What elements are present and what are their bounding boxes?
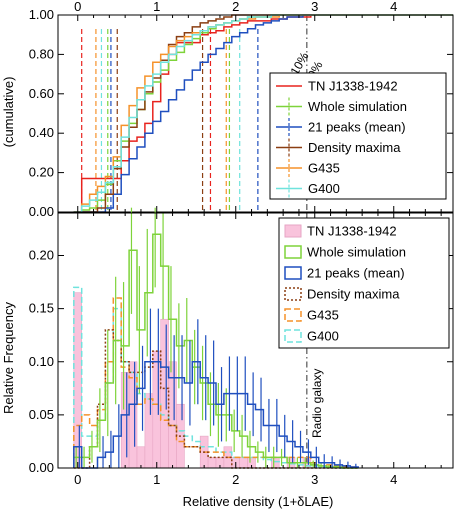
legend-swatch bbox=[284, 224, 302, 238]
legend-swatch bbox=[284, 287, 302, 301]
legend-entry-label: Density maxima bbox=[307, 287, 400, 302]
tn-bar bbox=[239, 457, 248, 469]
x-tick-label-bottom: 2 bbox=[232, 472, 239, 487]
frequency-xlabel: Relative density (1+δLAE) bbox=[183, 494, 334, 509]
legend-swatch bbox=[284, 245, 302, 259]
legend-box bbox=[278, 217, 450, 349]
x-tick-label-top: 3 bbox=[311, 0, 318, 14]
frequency-legend: TN J1338-1942 Whole simulation 21 peaks (m… bbox=[278, 217, 450, 349]
y-tick-label: 0.60 bbox=[29, 86, 54, 101]
legend-swatch bbox=[284, 329, 302, 343]
legend-entry-label: G435 bbox=[308, 161, 340, 176]
frequency-series-line bbox=[73, 361, 359, 469]
y-tick-label: 0.40 bbox=[29, 125, 54, 140]
legend-entry-label: 21 peaks (mean) bbox=[307, 266, 405, 281]
tn-bar bbox=[144, 393, 154, 469]
radio-galaxy-label: Radio galaxy bbox=[310, 369, 324, 438]
legend-entry-label: Whole simulation bbox=[307, 245, 406, 260]
x-tick-label-bottom: 0 bbox=[74, 472, 81, 487]
y-tick-label: 0.05 bbox=[29, 407, 54, 422]
y-tick-label: 0.20 bbox=[29, 248, 54, 263]
cumulative-panel: 0 1 2 3 4 0.00 0.20 0.40 0.60 0.80 1.00 (cumulativ… bbox=[1, 0, 454, 219]
y-tick-label: 0.15 bbox=[29, 301, 54, 316]
tn-bar bbox=[270, 457, 280, 469]
y-tick-label: 0.20 bbox=[29, 165, 54, 180]
legend-entry-label: TN J1338-1942 bbox=[307, 224, 397, 239]
tn-bar bbox=[136, 446, 146, 469]
x-tick-label-top: 2 bbox=[232, 0, 239, 14]
legend-box bbox=[269, 72, 447, 200]
frequency-axes: 0 1 2 3 4 0.00 0.05 0.10 0.15 0.20 bbox=[29, 212, 454, 487]
x-tick-label-top: 4 bbox=[390, 0, 397, 14]
tn-bar bbox=[160, 318, 169, 469]
cumulative-series-line bbox=[73, 14, 453, 213]
frequency-ylabel: Relative Frequency bbox=[1, 302, 16, 414]
x-tick-label-top: 1 bbox=[153, 0, 160, 14]
y-tick-label: 1.00 bbox=[29, 7, 54, 22]
x-tick-label-bottom: 1 bbox=[153, 472, 160, 487]
y-tick-label: 0.00 bbox=[29, 460, 54, 475]
legend-entry-label: 21 peaks (mean) bbox=[308, 120, 406, 135]
cumulative-axes: 0 1 2 3 4 0.00 0.20 0.40 0.60 0.80 1.00 bbox=[29, 0, 454, 219]
tn-bar bbox=[152, 350, 162, 469]
cumulative-series-line bbox=[73, 14, 453, 213]
legend-entry-label: TN J1338-1942 bbox=[308, 79, 398, 94]
cumulative-legend: TN J1338-1942 Whole simulation 21 peaks (m… bbox=[269, 72, 447, 200]
frequency-frame bbox=[57, 212, 454, 469]
tn-bar bbox=[73, 292, 83, 469]
legend-entry-label: G400 bbox=[308, 181, 340, 196]
legend-swatch bbox=[284, 266, 302, 280]
cumulative-ylabel: (cumulative) bbox=[1, 77, 16, 148]
y-tick-label: 0.80 bbox=[29, 46, 54, 61]
tn-bar bbox=[120, 372, 130, 469]
legend-entry-label: Density maxima bbox=[308, 140, 401, 155]
x-tick-label-top: 0 bbox=[74, 0, 81, 14]
legend-entry-label: G435 bbox=[307, 308, 339, 323]
cumulative-frame bbox=[57, 14, 454, 213]
frequency-panel: 0 1 2 3 4 0.00 0.05 0.10 0.15 0.20 Relative Frequ… bbox=[1, 207, 454, 509]
x-tick-label-bottom: 3 bbox=[311, 472, 318, 487]
y-tick-label: 0.00 bbox=[29, 204, 54, 219]
x-tick-label-bottom: 4 bbox=[390, 472, 397, 487]
tn-bar bbox=[207, 457, 217, 469]
y-tick-label: 0.10 bbox=[29, 354, 54, 369]
legend-entry-label: G400 bbox=[307, 329, 339, 344]
legend-swatch bbox=[284, 308, 302, 322]
legend-entry-label: Whole simulation bbox=[308, 99, 407, 114]
